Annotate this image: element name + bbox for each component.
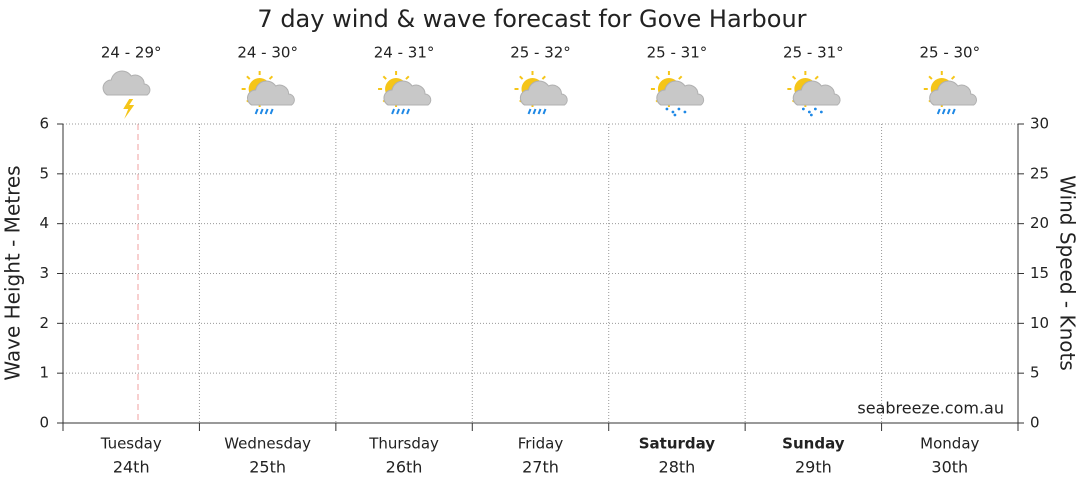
- rain-drop: [259, 108, 264, 115]
- y-tick-label: 1: [39, 364, 49, 382]
- shower-drop: [665, 107, 669, 111]
- date-label: 25th: [249, 458, 286, 477]
- day-label: Sunday: [782, 435, 845, 453]
- y2-tick-label: 20: [1030, 214, 1049, 232]
- rain-drop: [264, 108, 269, 115]
- rain-drop: [527, 108, 532, 115]
- shower-drop: [671, 110, 675, 114]
- rain-drop: [406, 108, 410, 115]
- shower-drop: [677, 107, 681, 111]
- temperature: 24 - 31°: [374, 44, 435, 62]
- weather-icon: [378, 71, 432, 115]
- y-axis-label: Wave Height - Metres: [1, 165, 25, 380]
- shower-drop: [813, 107, 817, 111]
- date-label: 24th: [113, 458, 150, 477]
- temperature: 25 - 31°: [783, 44, 844, 62]
- y-tick-label: 6: [39, 115, 49, 133]
- sun-ray: [519, 75, 524, 80]
- sun-ray: [541, 75, 546, 80]
- cloud: [519, 80, 568, 106]
- temperature: 25 - 30°: [919, 44, 980, 62]
- weather-icon: [787, 71, 841, 117]
- y-tick-label: 0: [39, 414, 49, 432]
- rain-drop: [537, 108, 542, 115]
- y2-tick-label: 15: [1030, 264, 1049, 282]
- rain-drop: [946, 108, 951, 115]
- rain-drop: [269, 108, 274, 115]
- y2-axis-label: Wind Speed - Knots: [1056, 175, 1080, 371]
- temperature: 24 - 29°: [101, 44, 162, 62]
- date-label: 26th: [386, 458, 423, 477]
- cloud: [929, 80, 977, 106]
- sun-ray: [814, 75, 819, 80]
- sun-ray: [678, 75, 683, 80]
- rain-drop: [401, 108, 405, 115]
- y2-tick-label: 0: [1030, 414, 1040, 432]
- sun-ray: [405, 75, 410, 80]
- date-label: 27th: [522, 458, 559, 477]
- rain-drop: [391, 108, 395, 115]
- rain-drop: [951, 108, 956, 115]
- sun-ray: [268, 75, 274, 80]
- day-label: Tuesday: [100, 435, 162, 453]
- sun-ray: [928, 75, 933, 80]
- sun-ray: [382, 75, 387, 80]
- temperature: 25 - 32°: [510, 44, 571, 62]
- sun-ray: [791, 75, 797, 80]
- date-label: 28th: [659, 458, 696, 477]
- day-label: Saturday: [639, 435, 716, 453]
- sun-ray: [655, 75, 660, 80]
- weather-icon: [514, 71, 568, 115]
- chart-title: 7 day wind & wave forecast for Gove Harb…: [257, 5, 806, 33]
- rain-drop: [936, 108, 941, 115]
- day-label: Wednesday: [224, 435, 311, 453]
- weather-icon: [102, 70, 151, 119]
- cloud: [102, 70, 151, 96]
- lightning: [123, 99, 135, 119]
- shower-drop: [819, 110, 823, 114]
- y-tick-label: 3: [39, 264, 49, 282]
- temperature: 24 - 30°: [237, 44, 298, 62]
- y2-tick-label: 10: [1030, 314, 1049, 332]
- y2-tick-label: 25: [1030, 164, 1049, 182]
- temperature: 25 - 31°: [647, 44, 708, 62]
- cloud: [792, 80, 841, 106]
- y-tick-label: 4: [39, 214, 49, 232]
- y2-tick-label: 5: [1030, 364, 1040, 382]
- y-tick-label: 2: [39, 314, 49, 332]
- date-label: 30th: [931, 458, 968, 477]
- cloud: [247, 80, 295, 106]
- day-label: Thursday: [368, 435, 439, 453]
- rain-drop: [542, 108, 547, 115]
- rain-drop: [941, 108, 946, 115]
- rain-drop: [396, 108, 400, 115]
- sun-ray: [950, 75, 956, 80]
- shower-drop: [809, 113, 813, 117]
- weather-icon: [650, 71, 705, 117]
- rain-drop: [254, 108, 259, 115]
- y2-tick-label: 30: [1030, 115, 1049, 133]
- rain-drop: [532, 108, 537, 115]
- cloud: [383, 80, 432, 106]
- shower-drop: [801, 107, 805, 111]
- day-label: Friday: [518, 435, 564, 453]
- shower-drop: [807, 110, 811, 114]
- date-label: 29th: [795, 458, 832, 477]
- shower-drop: [673, 113, 677, 117]
- weather-icon: [923, 71, 977, 115]
- watermark: seabreeze.com.au: [857, 399, 1004, 418]
- shower-drop: [683, 110, 687, 114]
- y-tick-label: 5: [39, 164, 49, 182]
- weather-icon: [241, 71, 295, 115]
- cloud: [656, 80, 705, 106]
- sun-ray: [246, 75, 251, 80]
- day-label: Monday: [920, 435, 979, 453]
